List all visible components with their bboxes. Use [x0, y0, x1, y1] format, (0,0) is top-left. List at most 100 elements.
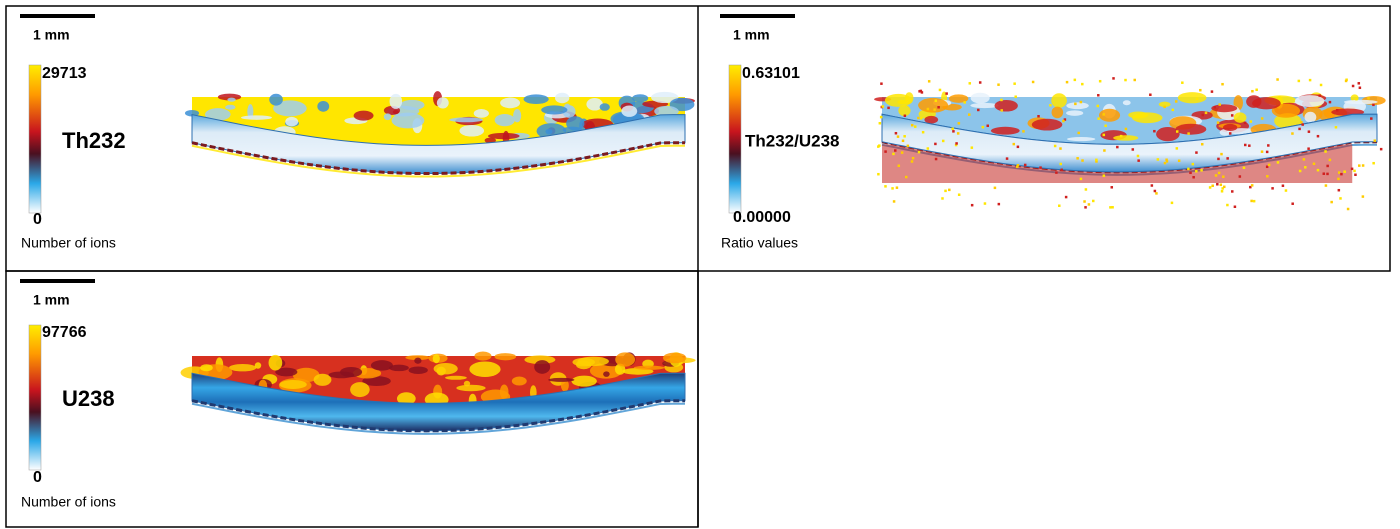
tissue-texture — [1113, 135, 1139, 141]
scatter-pixel — [1249, 120, 1253, 123]
scatter-pixel — [877, 172, 880, 176]
scatter-pixel — [917, 150, 921, 154]
scatter-pixel — [997, 83, 1000, 86]
tissue-texture — [227, 97, 236, 102]
tissue-texture — [469, 361, 501, 377]
scatter-pixel — [1217, 157, 1220, 161]
scatter-pixel — [1250, 199, 1253, 203]
scatter-pixel — [1226, 203, 1229, 207]
scatter-pixel — [1102, 133, 1106, 137]
scatter-pixel — [1181, 81, 1184, 84]
scatter-pixel — [910, 123, 914, 127]
scatter-pixel — [895, 186, 899, 189]
scatter-pixel — [934, 99, 938, 102]
scatter-pixel — [919, 89, 923, 93]
scatter-pixel — [1102, 174, 1106, 177]
scatter-pixel — [948, 188, 951, 192]
tissue-texture — [362, 376, 391, 387]
tissue-texture — [1122, 100, 1131, 106]
scatter-pixel — [1058, 204, 1061, 207]
tissue-texture — [408, 366, 428, 375]
scale-bar-label: 1 mm — [733, 27, 770, 43]
element-label: U238 — [62, 386, 115, 411]
scatter-pixel — [1322, 172, 1326, 175]
scatter-pixel — [891, 187, 894, 190]
scatter-pixel — [1343, 170, 1346, 173]
tissue-texture — [970, 92, 990, 104]
scatter-pixel — [1187, 167, 1190, 171]
scatter-pixel — [880, 82, 883, 85]
scatter-pixel — [1337, 177, 1340, 181]
scatter-pixel — [1350, 167, 1354, 171]
scatter-pixel — [1015, 165, 1019, 169]
scatter-pixel — [1109, 206, 1112, 209]
tissue-texture — [589, 362, 623, 379]
scatter-pixel — [1267, 163, 1271, 167]
scatter-pixel — [1055, 171, 1058, 174]
tissue-texture — [566, 116, 585, 131]
scatter-pixel — [1016, 164, 1020, 167]
scatter-pixel — [1189, 171, 1192, 175]
scatter-pixel — [1353, 169, 1356, 173]
panel: 1 mm 29713 Th232 0 Number of ions — [20, 14, 126, 251]
scatter-pixel — [1373, 139, 1377, 142]
scatter-pixel — [1226, 157, 1229, 160]
scatter-pixel — [1379, 147, 1383, 151]
scatter-pixel — [1195, 97, 1199, 101]
scatter-pixel — [1112, 77, 1115, 80]
tissue-texture — [586, 98, 603, 111]
scatter-pixel — [934, 157, 938, 161]
scatter-pixel — [1175, 130, 1179, 133]
scatter-pixel — [1081, 159, 1084, 162]
scatter-pixel — [957, 193, 961, 196]
scatter-pixel — [1302, 158, 1306, 161]
tissue-texture — [484, 137, 496, 144]
tissue-texture — [575, 360, 592, 370]
scatter-pixel — [919, 117, 923, 120]
scatter-pixel — [1330, 200, 1333, 204]
scatter-pixel — [1155, 192, 1158, 195]
scatter-pixel — [944, 189, 947, 193]
scatter-pixel — [963, 101, 966, 104]
scatter-pixel — [1249, 185, 1252, 189]
scatter-pixel — [906, 144, 910, 148]
scatter-pixel — [1049, 104, 1052, 107]
scatter-pixel — [1000, 98, 1003, 102]
scatter-pixel — [1358, 86, 1362, 90]
scatter-pixel — [1200, 169, 1203, 172]
tissue-texture — [1156, 126, 1180, 142]
tissue-texture — [1294, 95, 1325, 107]
scatter-pixel — [1092, 199, 1095, 203]
scatter-pixel — [904, 175, 908, 179]
tissue-texture — [632, 94, 649, 103]
scatter-pixel — [1037, 114, 1040, 118]
scatter-pixel — [1200, 142, 1204, 146]
tissue-texture — [1211, 104, 1238, 113]
scatter-pixel — [1244, 143, 1247, 147]
scatter-pixel — [955, 142, 958, 145]
scatter-pixel — [1177, 159, 1181, 163]
tissue-texture — [621, 105, 638, 117]
tissue-texture — [948, 94, 969, 103]
tissue-texture — [897, 99, 909, 105]
scatter-pixel — [897, 164, 901, 168]
tissue-texture — [463, 380, 471, 387]
scatter-pixel — [1116, 145, 1119, 149]
scatter-pixel — [894, 149, 897, 152]
scatter-pixel — [1346, 207, 1350, 211]
scatter-pixel — [1065, 80, 1069, 84]
scatter-pixel — [1136, 154, 1140, 158]
scatter-pixel — [1328, 100, 1332, 104]
tissue-texture — [350, 382, 370, 398]
scatter-pixel — [1195, 151, 1198, 154]
tissue-texture — [273, 100, 307, 117]
scatter-pixel — [1337, 188, 1341, 192]
scatter-pixel — [910, 160, 914, 163]
scatter-pixel — [1216, 183, 1219, 186]
tissue-texture — [399, 99, 425, 111]
colorbar-min-label: 0.00000 — [733, 209, 791, 226]
scatter-pixel — [1284, 189, 1288, 192]
scatter-pixel — [1372, 103, 1375, 107]
tissue-texture — [500, 97, 521, 109]
scatter-pixel — [1063, 118, 1067, 121]
